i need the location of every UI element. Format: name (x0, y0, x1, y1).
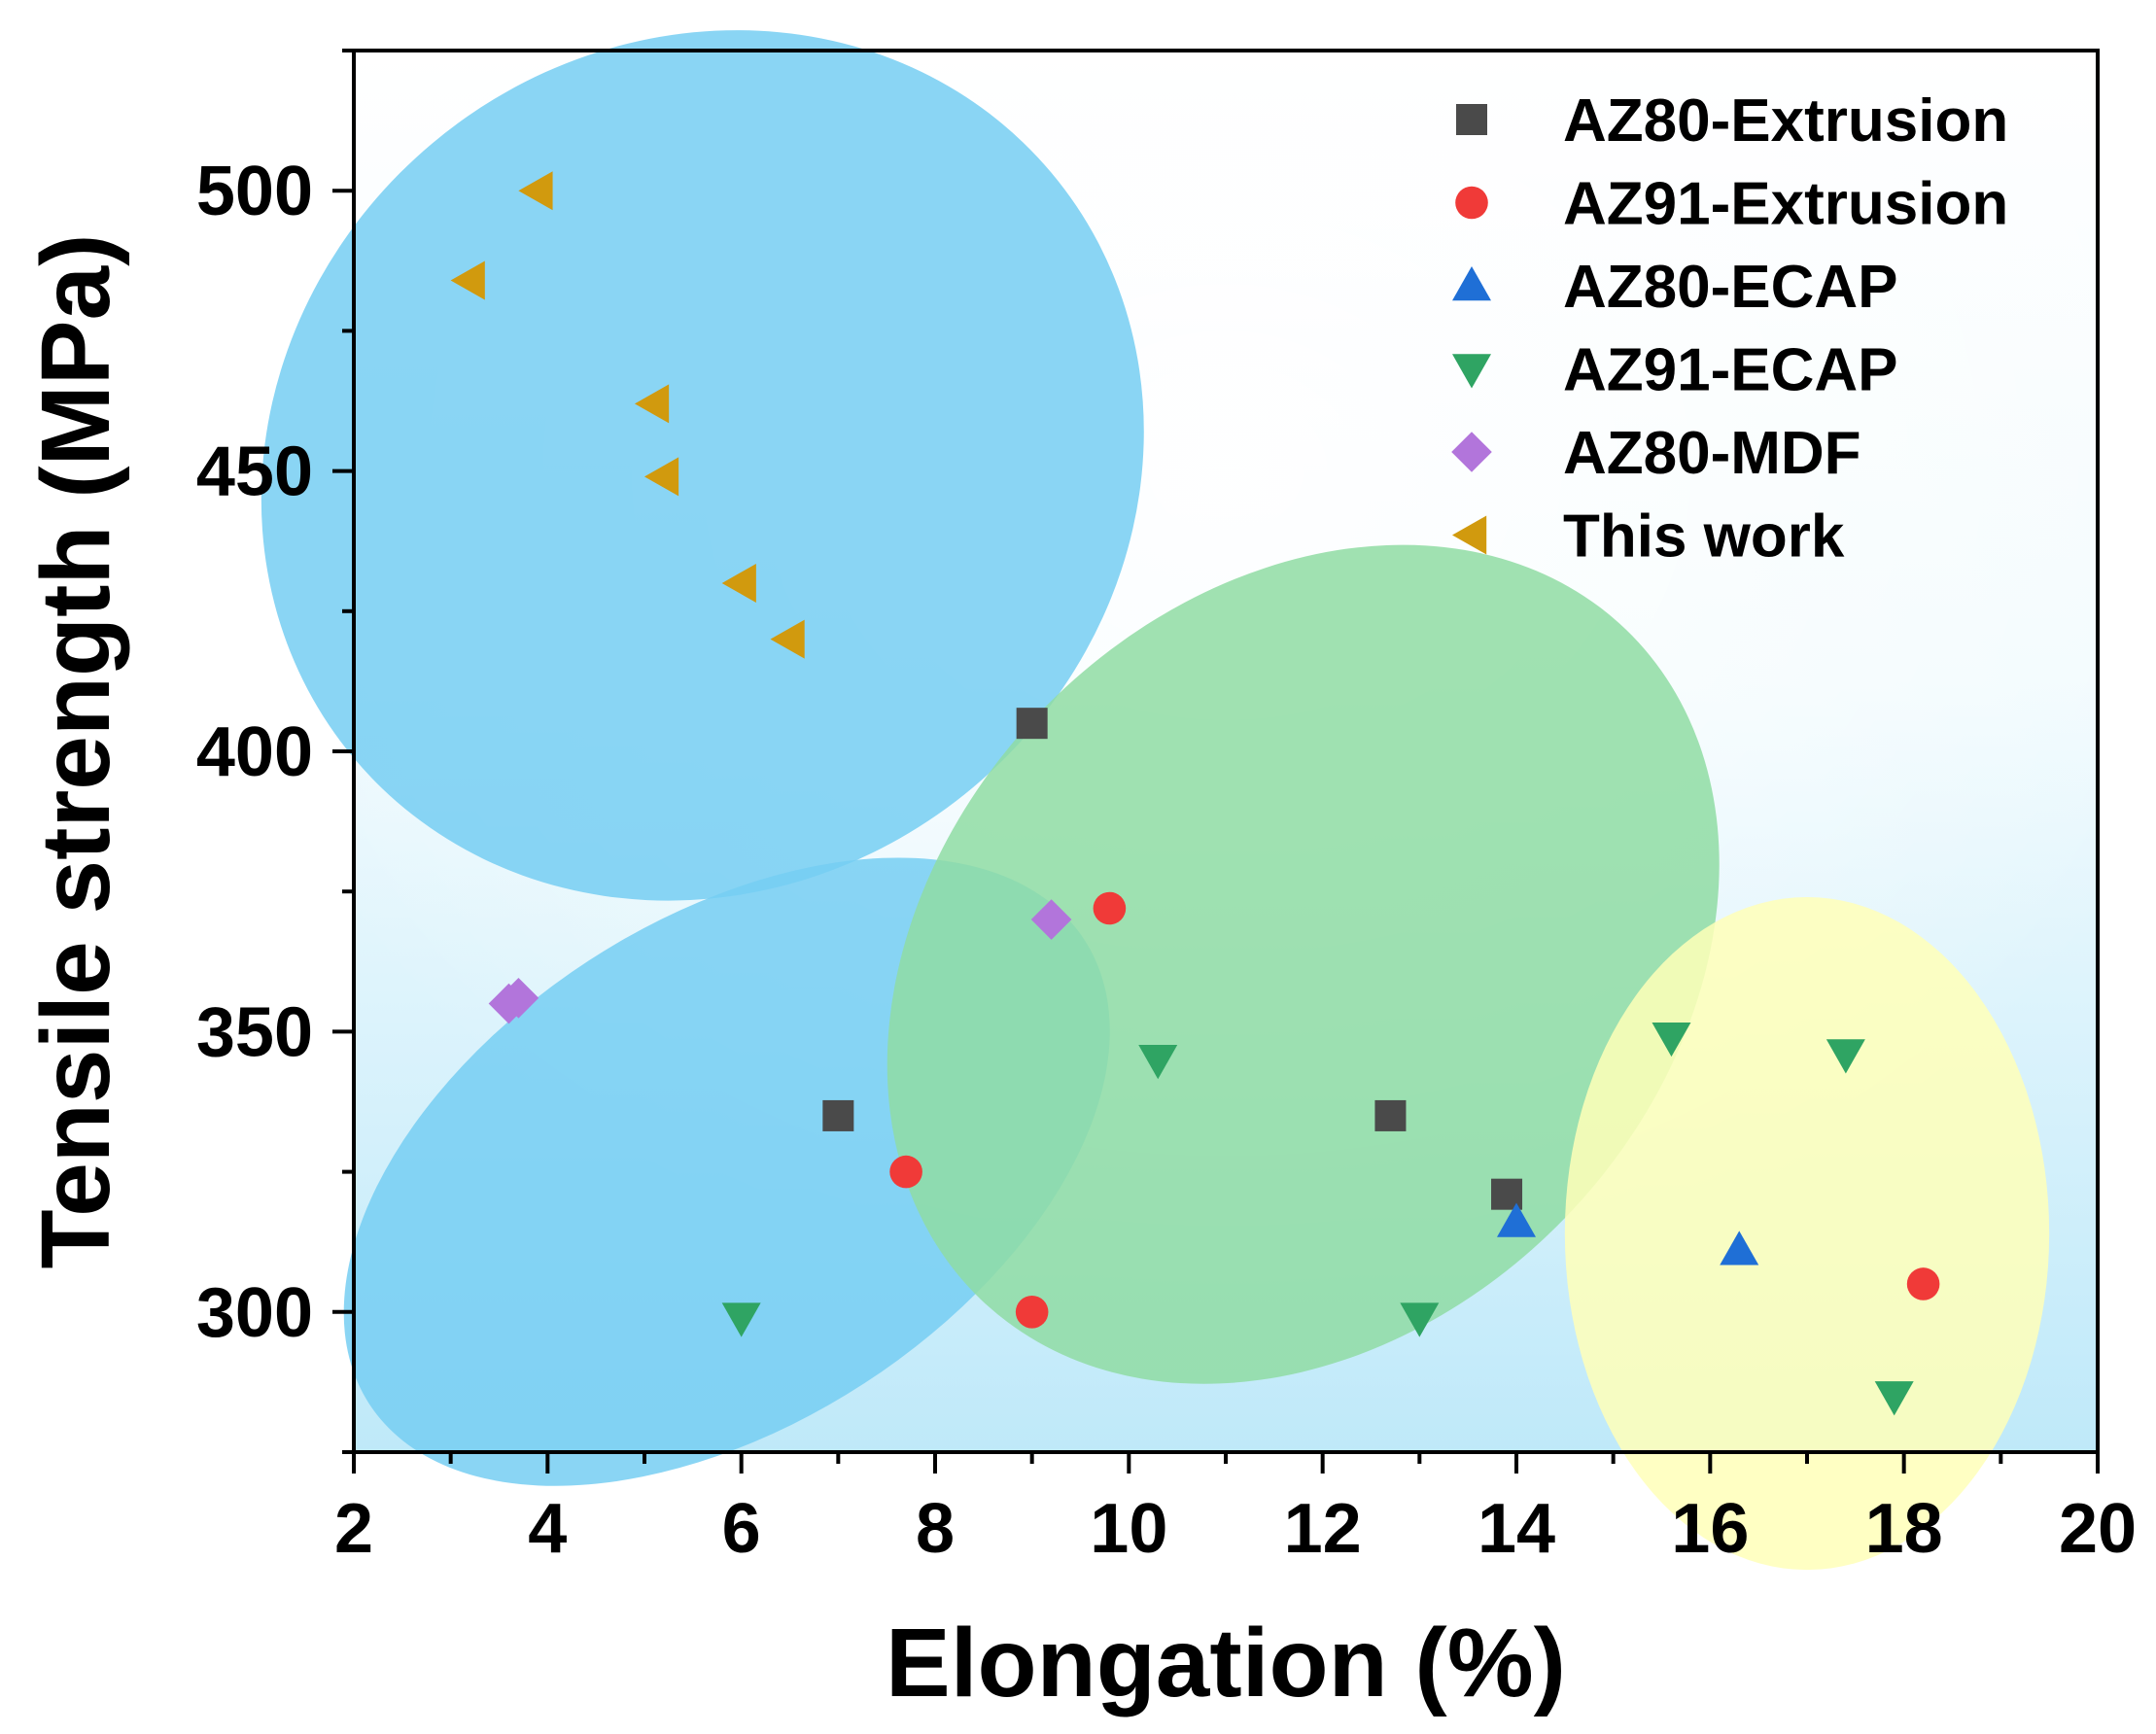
legend-item-az80-extrusion: AZ80-Extrusion (1456, 87, 2008, 155)
x-tick-label: 2 (334, 1490, 373, 1568)
y-tick-label: 450 (196, 434, 313, 511)
x-tick-label: 18 (1865, 1490, 1943, 1568)
series-az80-ecap (1497, 1202, 1759, 1266)
y-tick-label: 400 (196, 713, 313, 791)
point-az91-ecap (1652, 1022, 1691, 1058)
y-axis: 300 350 400 450 500 (196, 49, 354, 1454)
x-axis-title: Elongation (%) (886, 1609, 1566, 1717)
point-az80-extrusion (1016, 708, 1048, 740)
x-tick-label: 14 (1478, 1490, 1555, 1568)
legend: AZ80-Extrusion AZ91-Extrusion AZ80-ECAP AZ9… (1451, 87, 2008, 571)
point-this-work (721, 563, 756, 603)
x-tick-label: 8 (916, 1490, 955, 1568)
point-az80-ecap (1720, 1231, 1759, 1266)
point-az91-ecap (1826, 1039, 1865, 1074)
point-az91-extrusion (1093, 891, 1127, 925)
point-az80-extrusion (1374, 1099, 1407, 1131)
region-upper-left-group (261, 30, 1144, 901)
point-az91-ecap (1400, 1302, 1440, 1337)
legend-label: This work (1563, 503, 1845, 571)
series-this-work (450, 171, 805, 659)
region-right-group (1564, 896, 2050, 1571)
legend-label: AZ91-ECAP (1563, 337, 1898, 404)
point-az80-mdf (498, 977, 539, 1019)
x-axis: 2 4 6 8 10 12 14 16 18 20 (334, 1452, 2137, 1568)
legend-marker-az91-ecap (1452, 354, 1491, 389)
point-this-work (450, 260, 485, 300)
series-az91-extrusion (889, 891, 1940, 1329)
point-az91-ecap (1138, 1045, 1178, 1080)
point-this-work (770, 619, 805, 659)
point-az91-ecap (721, 1302, 761, 1337)
point-az80-extrusion (822, 1099, 854, 1131)
legend-marker-this-work (1452, 515, 1487, 555)
x-tick-label: 20 (2059, 1490, 2137, 1568)
point-az80-mdf (1030, 899, 1072, 940)
legend-marker-az91-extrusion (1455, 186, 1488, 220)
legend-item-az91-ecap: AZ91-ECAP (1452, 337, 1898, 404)
legend-marker-az80-ecap (1452, 266, 1491, 301)
legend-marker-az80-extrusion (1456, 104, 1487, 135)
point-this-work (518, 171, 553, 211)
legend-item-az80-ecap: AZ80-ECAP (1452, 254, 1898, 321)
point-az91-ecap (1874, 1381, 1914, 1416)
x-tick-label: 10 (1090, 1490, 1167, 1568)
cluster-regions (261, 30, 2050, 1571)
plot-area (261, 30, 2100, 1571)
region-middle-group (887, 544, 1720, 1384)
legend-item-this-work: This work (1452, 503, 1845, 571)
legend-label: AZ80-ECAP (1563, 254, 1898, 321)
y-tick-label: 350 (196, 993, 313, 1071)
data-points (450, 171, 1940, 1416)
series-az80-mdf (488, 899, 1072, 1024)
legend-item-az91-extrusion: AZ91-Extrusion (1455, 171, 2008, 238)
legend-item-az80-mdf: AZ80-MDF (1451, 420, 1861, 487)
legend-label: AZ80-Extrusion (1563, 87, 2008, 155)
y-tick-label: 300 (196, 1274, 313, 1352)
point-az91-extrusion (1015, 1296, 1049, 1329)
x-tick-label: 6 (722, 1490, 761, 1568)
x-tick-label: 4 (528, 1490, 567, 1568)
legend-label: AZ91-Extrusion (1563, 171, 2008, 238)
legend-label: AZ80-MDF (1563, 420, 1861, 487)
legend-marker-az80-mdf (1451, 432, 1492, 472)
point-this-work (634, 384, 670, 424)
series-az91-ecap (721, 1022, 1914, 1416)
point-az80-ecap (1497, 1202, 1536, 1237)
point-az91-extrusion (1906, 1267, 1940, 1300)
x-tick-label: 16 (1671, 1490, 1749, 1568)
x-tick-label: 12 (1284, 1490, 1362, 1568)
point-az91-extrusion (889, 1155, 922, 1189)
y-axis-title: Tensile strength (MPa) (21, 234, 130, 1269)
point-this-work (643, 457, 679, 497)
y-tick-label: 500 (196, 153, 313, 230)
